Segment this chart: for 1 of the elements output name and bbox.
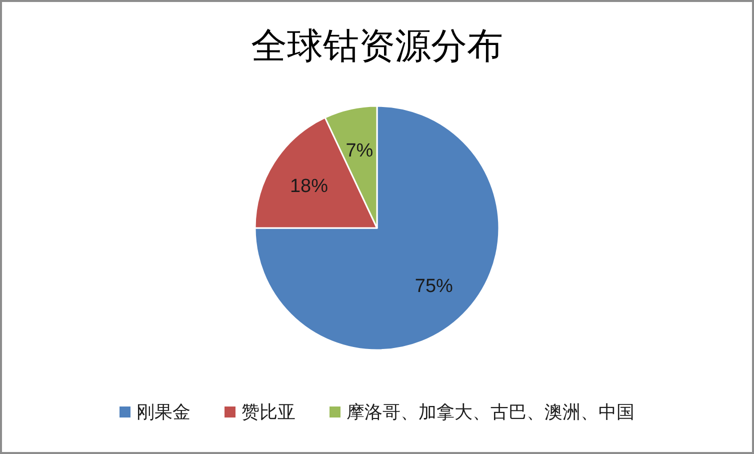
title: 全球钴资源分布 [251,25,503,66]
